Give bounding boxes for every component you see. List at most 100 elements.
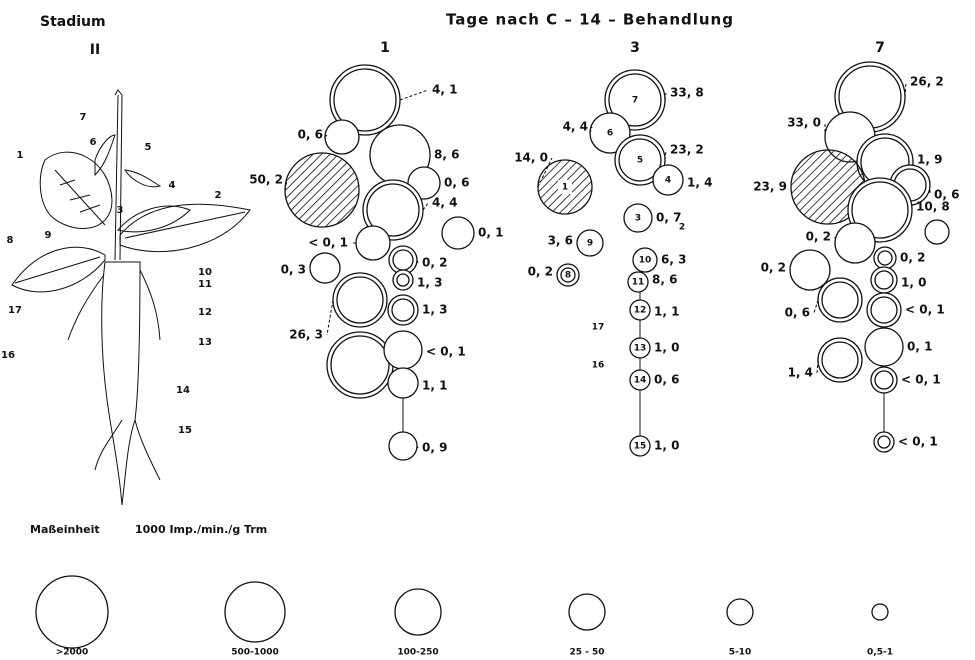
node-circle (388, 431, 418, 461)
node-inner (618, 138, 662, 182)
plant-label: 15 (178, 425, 192, 436)
day-label: 1 (380, 40, 390, 56)
leader (664, 149, 667, 161)
node-inner (608, 73, 662, 127)
node-inner (333, 68, 397, 132)
node-value: 0, 6 (298, 128, 323, 142)
node-value: 1, 1 (422, 379, 447, 393)
node-value: 0, 9 (422, 441, 447, 455)
leader (284, 179, 288, 191)
node-number: 6 (607, 129, 613, 139)
node-number: 8 (565, 271, 571, 281)
node-number: 1 (562, 183, 568, 193)
part-marker: 16 (592, 361, 605, 371)
node-inner (874, 270, 894, 290)
plant-label: 3 (117, 205, 124, 216)
plant-label: 5 (145, 142, 152, 153)
plant-label: 7 (80, 112, 87, 123)
node-value: 33, 0 (787, 116, 821, 130)
leader (589, 126, 593, 134)
plant-label: 11 (198, 279, 212, 290)
legend-label: 25 - 50 (569, 648, 604, 658)
node-number: 15 (634, 442, 647, 452)
node-inner (396, 273, 410, 287)
plant-label: 2 (215, 190, 222, 201)
node-circle (284, 152, 360, 228)
node-number: 10 (639, 256, 652, 266)
plant-label: 4 (169, 180, 176, 191)
node-inner (877, 435, 891, 449)
legend-label: 5-10 (729, 648, 752, 658)
node-number: 12 (634, 306, 647, 316)
node-circle (324, 119, 360, 155)
leader (399, 89, 429, 101)
node-value: 0, 2 (900, 251, 925, 265)
node-inner (391, 298, 415, 322)
node-circle (629, 369, 651, 391)
node-circle (383, 330, 423, 370)
stadium-label: Stadium (40, 14, 106, 30)
plant-label: 16 (1, 350, 15, 361)
node-value: 8, 6 (652, 273, 677, 287)
legend-label: >2000 (56, 648, 89, 658)
legend-circle (871, 603, 889, 621)
node-inner (874, 370, 894, 390)
node-inner (560, 267, 576, 283)
node-inner (336, 276, 384, 324)
plant-label: 8 (7, 235, 14, 246)
node-value: 0, 6 (934, 188, 959, 202)
legend-circle (726, 598, 754, 626)
node-value: 6, 3 (661, 253, 686, 267)
plant-label: 6 (90, 137, 97, 148)
node-value: 0, 7 (656, 211, 681, 225)
node-inner (877, 250, 893, 266)
plant-label: 1 (17, 150, 24, 161)
node-value: 0, 3 (281, 263, 306, 277)
node-value: 1, 3 (417, 276, 442, 290)
node-value: 8, 6 (434, 148, 459, 162)
node-circle (629, 435, 651, 457)
legend-circle (394, 588, 442, 636)
node-value: 23, 9 (753, 180, 787, 194)
node-circle (441, 216, 475, 250)
legend-label: 100-250 (397, 648, 438, 658)
node-circle (387, 367, 419, 399)
node-number: 14 (634, 376, 647, 386)
leader (422, 202, 429, 211)
node-value: 1, 0 (654, 439, 679, 453)
node-circle (629, 337, 651, 359)
stage-label: II (90, 42, 100, 58)
legend-label: 500-1000 (231, 648, 279, 658)
legend-circle (568, 593, 606, 631)
legend-label: 0,5-1 (867, 648, 893, 658)
node-value: 26, 2 (910, 75, 944, 89)
node-circle (355, 225, 391, 261)
leader (416, 445, 419, 449)
plant-label: 12 (198, 307, 212, 318)
node-value: < 0, 1 (426, 345, 466, 359)
node-value: 26, 3 (289, 328, 323, 342)
node-number: 7 (632, 96, 638, 106)
node-value: 0, 1 (907, 340, 932, 354)
node-inner (851, 181, 909, 239)
plant-label: 13 (198, 337, 212, 348)
node-value: 1, 4 (788, 366, 813, 380)
node-value: 10, 8 (916, 200, 950, 214)
node-value: 14, 0 (514, 151, 548, 165)
plant-label: 9 (45, 230, 52, 241)
node-value: 4, 1 (432, 83, 457, 97)
legend-circle (224, 581, 286, 643)
node-value: 50, 2 (249, 173, 283, 187)
node-value: 3, 6 (548, 234, 573, 248)
plant-label: 10 (198, 267, 212, 278)
node-value: 0, 2 (761, 261, 786, 275)
plant-drawing (11, 89, 251, 506)
number-bg (558, 180, 572, 194)
node-inner (870, 296, 898, 324)
plant-label: 17 (8, 305, 22, 316)
node-circle (309, 252, 341, 284)
part-marker: 2 (679, 223, 685, 233)
node-number: 9 (587, 239, 593, 249)
node-value: 1, 0 (901, 276, 926, 290)
node-number: 4 (665, 176, 671, 186)
